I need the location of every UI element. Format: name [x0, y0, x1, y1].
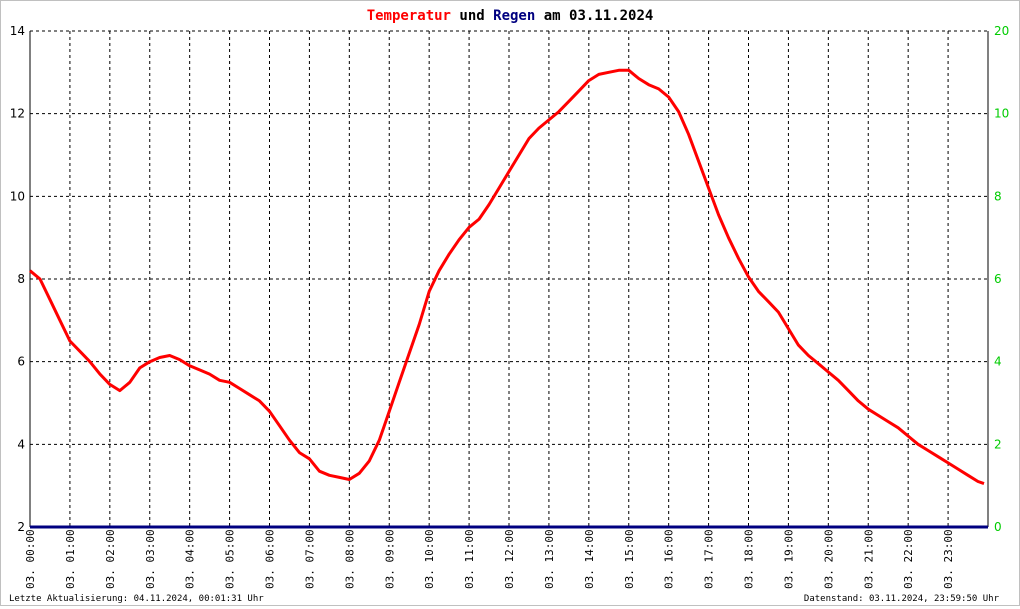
x-tick-label: 03. 01:00	[64, 529, 77, 589]
y-right-tick-label: 0	[994, 520, 1002, 534]
y-left-tick-label: 8	[17, 272, 25, 286]
x-tick-label: 03. 15:00	[623, 529, 636, 589]
x-tick-label: 03. 23:00	[942, 529, 955, 589]
x-tick-label: 03. 13:00	[543, 529, 556, 589]
series-line-temperatur	[29, 68, 985, 486]
x-tick-label: 03. 19:00	[782, 529, 795, 589]
y-right-tick-label: 6	[994, 272, 1002, 286]
chart-title-part-3: Regen	[493, 8, 535, 24]
x-tick-label: 03. 04:00	[184, 529, 197, 589]
x-tick-label: 03. 05:00	[224, 529, 237, 589]
x-tick-label: 03. 12:00	[503, 529, 516, 589]
x-tick-label: 03. 02:00	[104, 529, 117, 589]
chart-title: Temperatur und Regen am 03.11.2024	[367, 8, 654, 24]
footer-last-update: Letzte Aktualisierung: 04.11.2024, 00:01…	[9, 594, 264, 604]
x-tick-label: 03. 03:00	[144, 529, 157, 589]
y-right-tick-label: 8	[994, 189, 1002, 203]
x-tick-label: 03. 16:00	[663, 529, 676, 589]
y-right-tick-label: 2	[994, 437, 1002, 451]
y-left-tick-label: 4	[17, 437, 25, 451]
x-tick-label: 03. 22:00	[902, 529, 915, 589]
x-tick-label: 03. 09:00	[383, 529, 396, 589]
chart-title-part-4: am 03.11.2024	[535, 8, 653, 24]
x-tick-label: 03. 07:00	[303, 529, 316, 589]
x-tick-label: 03. 18:00	[743, 529, 756, 589]
x-tick-label: 03. 14:00	[583, 529, 596, 589]
y-left-tick-label: 6	[17, 355, 25, 369]
x-tick-label: 03. 06:00	[264, 529, 277, 589]
y-left-tick-label: 2	[17, 520, 25, 534]
y-right-tick-label: 10	[994, 107, 1009, 121]
y-right-tick-label: 20	[994, 24, 1009, 38]
y-right-tick-label: 4	[994, 355, 1002, 369]
chart-title-part-2: und	[451, 8, 493, 24]
x-tick-label: 03. 20:00	[822, 529, 835, 589]
x-tick-label: 03. 00:00	[24, 529, 37, 589]
x-tick-label: 03. 11:00	[463, 529, 476, 589]
y-left-tick-label: 14	[10, 24, 25, 38]
x-tick-label: 03. 21:00	[862, 529, 875, 589]
x-tick-label: 03. 17:00	[703, 529, 716, 589]
footer-data-status: Datenstand: 03.11.2024, 23:59:50 Uhr	[803, 594, 999, 604]
x-tick-label: 03. 08:00	[343, 529, 356, 589]
y-left-tick-label: 12	[10, 107, 25, 121]
y-left-tick-label: 10	[10, 189, 25, 203]
x-tick-label: 03. 10:00	[423, 529, 436, 589]
chart-title-part-1: Temperatur	[367, 8, 451, 24]
